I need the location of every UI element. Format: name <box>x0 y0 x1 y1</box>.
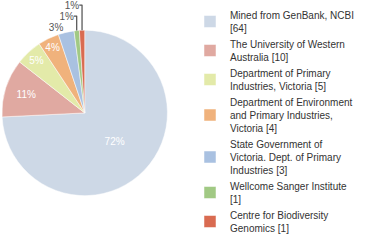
svg-text:Department of PrimaryIndustrie: Department of PrimaryIndustries, Victori… <box>230 68 331 92</box>
svg-text:72%: 72% <box>105 136 125 147</box>
svg-text:1%: 1% <box>59 11 74 22</box>
svg-text:The University of WesternAustr: The University of WesternAustralia [10] <box>230 39 345 63</box>
svg-text:1%: 1% <box>65 0 80 11</box>
svg-text:5%: 5% <box>29 55 44 66</box>
svg-text:Centre for BiodiversityGenomic: Centre for BiodiversityGenomics [1] <box>230 210 328 234</box>
svg-text:3%: 3% <box>49 22 64 33</box>
svg-text:State Government ofVictoria. D: State Government ofVictoria. Dept. of Pr… <box>230 139 341 176</box>
svg-text:4%: 4% <box>45 42 60 53</box>
svg-text:Mined from GenBank, NCBI[64]: Mined from GenBank, NCBI[64] <box>230 10 354 34</box>
svg-text:Department of Environmentand P: Department of Environmentand Primary Ind… <box>230 97 353 134</box>
svg-text:11%: 11% <box>17 89 36 100</box>
svg-text:Wellcome Sanger Institute[1]: Wellcome Sanger Institute[1] <box>230 181 347 205</box>
